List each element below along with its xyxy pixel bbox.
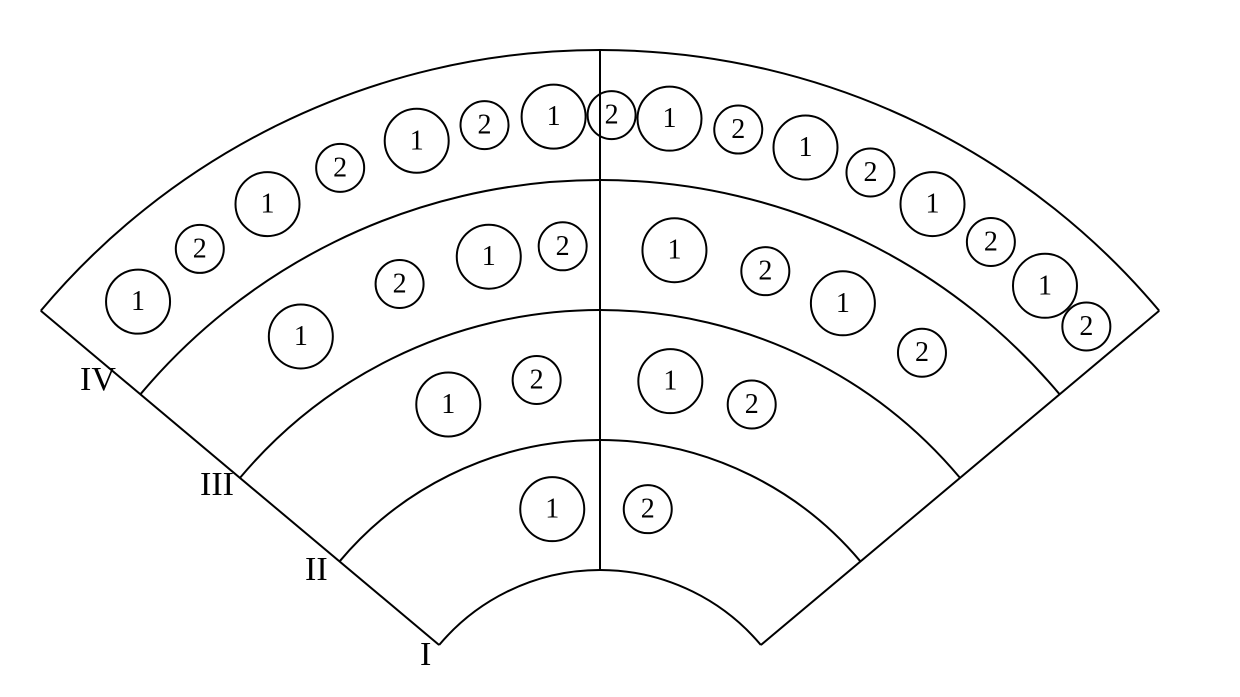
node-label: 2 [731,114,745,145]
node-label: 1 [836,288,850,319]
ring-label: III [200,466,234,503]
node-label: 1 [261,189,275,220]
node-label: 1 [294,321,308,352]
node-label: 1 [926,189,940,220]
node-label: 2 [478,110,492,141]
node-label: 2 [530,364,544,395]
node-label: 1 [663,366,677,397]
node-label: 1 [547,101,561,132]
fan-diagram: IIIIIIIV121212121212121212121212121212 [0,0,1240,697]
node-label: 2 [863,157,877,188]
node-label: 1 [131,286,145,317]
node-label: 2 [758,256,772,287]
node-label: 2 [605,100,619,131]
node-label: 1 [441,389,455,420]
node-label: 2 [1079,311,1093,342]
ring-label: II [305,551,328,588]
node-label: 1 [663,103,677,134]
arc [439,570,761,645]
node-label: 2 [745,389,759,420]
node-label: 2 [556,231,570,262]
node-label: 2 [984,227,998,258]
radial-edge [761,311,1159,645]
node-label: 1 [410,125,424,156]
node-label: 1 [1038,270,1052,301]
node-label: 2 [915,337,929,368]
ring-label: IV [80,361,116,398]
ring-label: I [420,636,431,673]
node-label: 2 [641,494,655,525]
node-label: 1 [482,241,496,272]
node-label: 1 [545,494,559,525]
node-label: 2 [393,268,407,299]
node-label: 1 [798,132,812,163]
node-label: 2 [333,152,347,183]
node-label: 1 [667,235,681,266]
node-label: 2 [193,233,207,264]
